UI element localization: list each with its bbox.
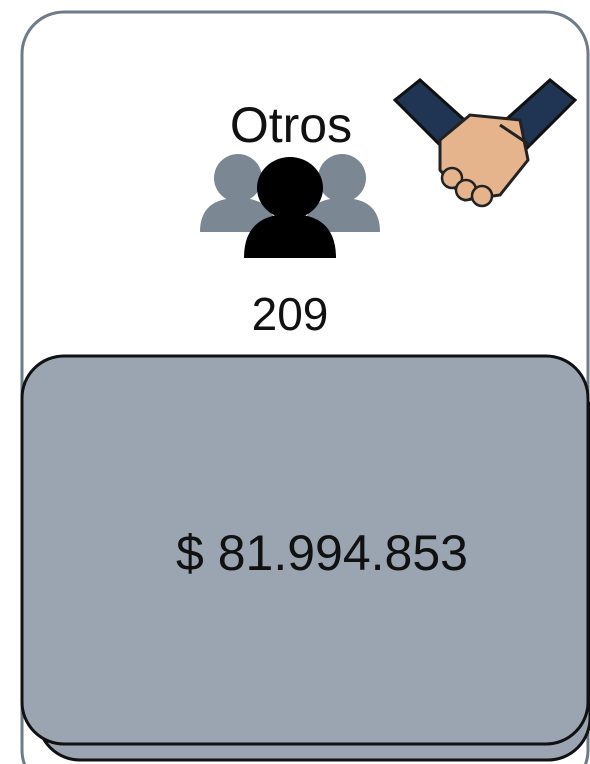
amount-panel	[20, 354, 590, 746]
card-title: Otros	[230, 97, 352, 153]
amount-value: $ 81.994.853	[176, 525, 468, 581]
people-icon	[200, 154, 380, 258]
handshake-icon	[392, 78, 578, 208]
card-count: 209	[252, 288, 329, 340]
